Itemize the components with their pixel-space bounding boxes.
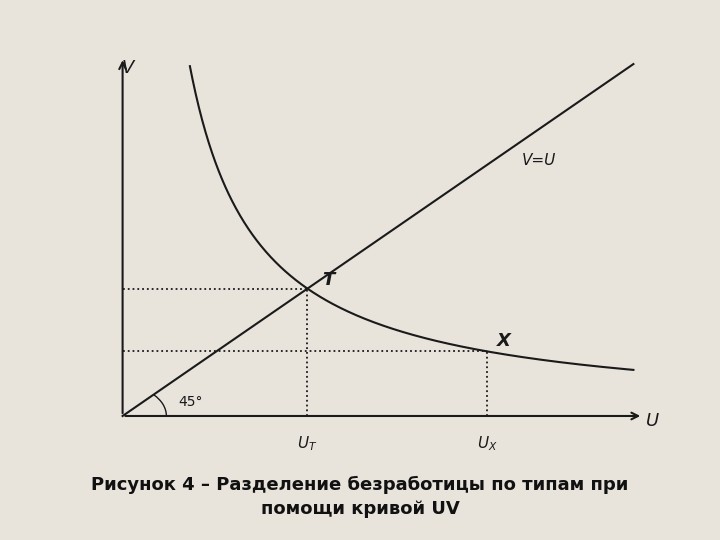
Text: T: T — [322, 271, 334, 289]
Text: Рисунок 4 – Разделение безработицы по типам при
помощи кривой UV: Рисунок 4 – Разделение безработицы по ти… — [91, 476, 629, 518]
Text: $U_T$: $U_T$ — [297, 434, 318, 453]
Text: X: X — [498, 333, 511, 350]
Text: 45°: 45° — [179, 395, 203, 409]
Text: V=U: V=U — [521, 153, 556, 167]
Text: $U_X$: $U_X$ — [477, 434, 498, 453]
Text: V: V — [121, 59, 134, 77]
Text: U: U — [646, 412, 659, 430]
